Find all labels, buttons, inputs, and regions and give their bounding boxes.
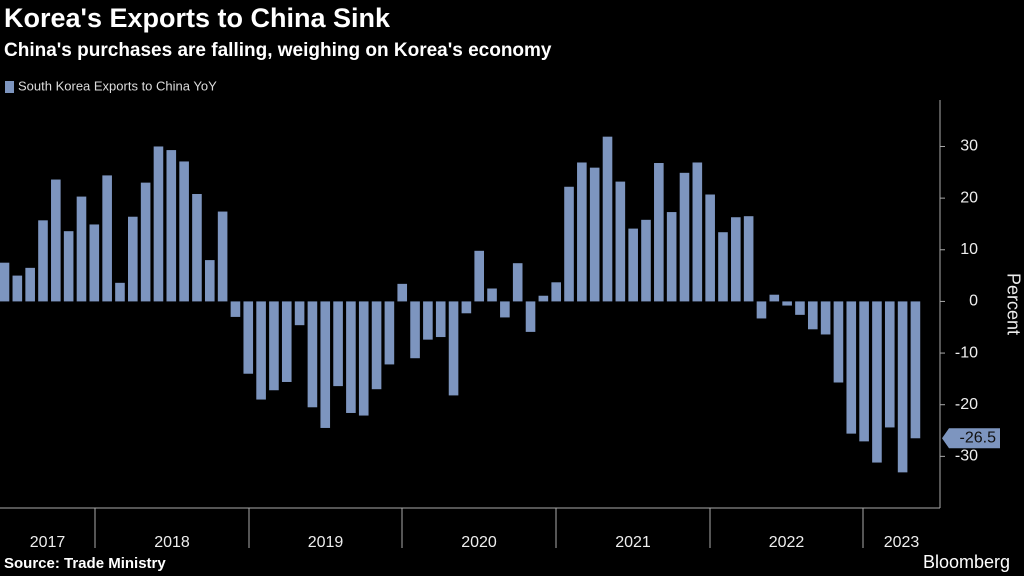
bar <box>217 211 228 302</box>
bar <box>192 193 202 302</box>
bar <box>602 136 613 302</box>
y-tick-label: -20 <box>955 396 978 413</box>
bar <box>589 167 600 302</box>
bar <box>512 263 523 302</box>
bar <box>577 162 587 302</box>
bar <box>423 301 433 340</box>
bar <box>538 295 549 302</box>
bar <box>795 301 805 315</box>
bar <box>384 301 395 365</box>
y-tick-label: -30 <box>955 448 978 465</box>
bar <box>435 301 446 338</box>
last-value-box <box>942 428 1000 449</box>
x-tick-label: 2020 <box>461 534 497 551</box>
bar <box>769 294 780 302</box>
bar <box>12 275 23 302</box>
x-tick-label: 2022 <box>769 534 805 551</box>
y-tick-label: -10 <box>955 344 978 361</box>
bar <box>128 216 138 302</box>
bar <box>179 161 189 302</box>
bar <box>230 301 241 317</box>
bar <box>500 301 510 318</box>
brand: Bloomberg <box>923 552 1010 572</box>
bar <box>897 301 908 473</box>
bar <box>397 283 408 302</box>
last-value-label: -26.5 <box>960 429 997 446</box>
y-tick-label: 0 <box>969 293 978 310</box>
bar <box>102 175 112 302</box>
bar <box>743 216 754 302</box>
bar <box>371 301 382 390</box>
y-axis-title: Percent <box>1003 273 1023 335</box>
bar <box>910 301 921 439</box>
bar <box>782 301 792 306</box>
x-tick-label: 2017 <box>30 534 66 551</box>
bar <box>679 172 690 302</box>
bar <box>448 301 459 396</box>
bar <box>731 217 741 302</box>
bar <box>615 181 626 302</box>
bar <box>525 301 536 332</box>
chart-title: Korea's Exports to China Sink <box>4 3 391 33</box>
bar <box>884 301 895 428</box>
bar <box>833 301 844 383</box>
bar <box>705 194 715 302</box>
bar <box>333 301 343 387</box>
bar <box>487 288 497 302</box>
y-tick-label: 10 <box>960 241 978 258</box>
bar <box>140 182 151 302</box>
bar <box>269 301 279 391</box>
bar <box>51 179 61 302</box>
x-tick-label: 2023 <box>884 534 920 551</box>
bar <box>76 196 87 302</box>
bar <box>846 301 857 434</box>
bar <box>166 150 177 302</box>
bar <box>820 301 831 335</box>
legend-label: South Korea Exports to China YoY <box>18 78 217 93</box>
bar <box>564 186 574 302</box>
bar <box>294 301 305 326</box>
bar <box>358 301 369 416</box>
bar <box>628 228 638 302</box>
bar <box>641 219 651 302</box>
y-tick-label: 30 <box>960 138 978 155</box>
bar <box>115 282 125 302</box>
x-tick-label: 2021 <box>615 534 651 551</box>
bar <box>410 301 420 359</box>
bar <box>307 301 318 408</box>
bar <box>692 162 703 302</box>
bar <box>63 231 74 302</box>
bar <box>346 301 356 413</box>
bar <box>461 301 472 314</box>
bar <box>25 267 35 302</box>
y-tick-label: 20 <box>960 189 978 206</box>
bar <box>551 282 561 302</box>
bar <box>0 262 10 302</box>
bar <box>89 224 100 302</box>
bar <box>204 260 215 302</box>
bar <box>243 301 254 374</box>
x-tick-label: 2019 <box>308 534 344 551</box>
legend-swatch <box>5 81 14 93</box>
bar <box>718 232 728 302</box>
chart-subtitle: China's purchases are falling, weighing … <box>4 40 552 61</box>
source: Source: Trade Ministry <box>4 555 166 572</box>
bar <box>756 301 767 319</box>
bar <box>474 250 485 302</box>
bar <box>256 301 266 400</box>
bar <box>38 220 48 302</box>
bar <box>153 146 164 302</box>
bar <box>807 301 818 330</box>
x-tick-label: 2018 <box>154 534 190 551</box>
bar <box>859 301 869 442</box>
bar <box>872 301 882 463</box>
bar <box>320 301 331 428</box>
bar <box>666 212 677 302</box>
bar <box>654 163 664 302</box>
bar <box>281 301 292 382</box>
